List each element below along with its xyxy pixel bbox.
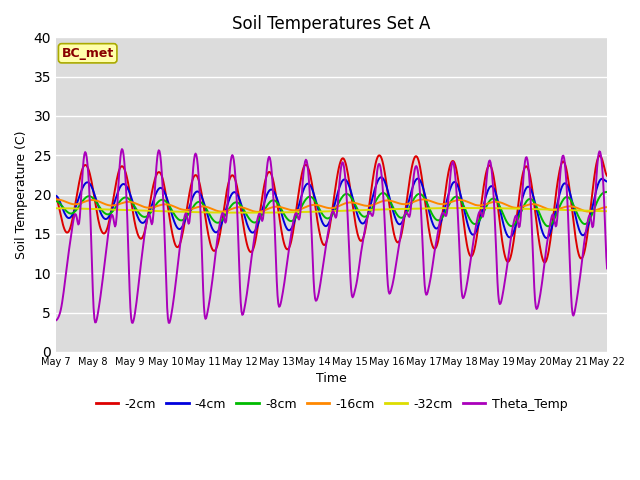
Line: -16cm: -16cm	[56, 199, 607, 212]
-16cm	[52, 196, 60, 202]
Theta_Temp	[52, 317, 60, 323]
-2cm	[175, 243, 182, 249]
-16cm	[399, 201, 407, 207]
Line: -8cm: -8cm	[56, 192, 607, 226]
Theta_Temp	[177, 240, 184, 246]
Theta_Temp	[120, 152, 127, 157]
-32cm	[415, 206, 423, 212]
-8cm	[52, 198, 60, 204]
Theta_Temp	[416, 192, 424, 197]
-4cm	[543, 235, 550, 241]
-2cm	[399, 222, 407, 228]
-2cm	[119, 164, 127, 169]
-32cm	[52, 205, 60, 211]
-4cm	[119, 181, 127, 187]
-2cm	[541, 260, 549, 265]
Legend: -2cm, -4cm, -8cm, -16cm, -32cm, Theta_Temp: -2cm, -4cm, -8cm, -16cm, -32cm, Theta_Te…	[91, 393, 572, 416]
Title: Soil Temperatures Set A: Soil Temperatures Set A	[232, 15, 431, 33]
-32cm	[204, 210, 212, 216]
-4cm	[52, 193, 60, 199]
Theta_Temp	[604, 265, 611, 271]
-2cm	[376, 153, 383, 158]
-32cm	[62, 205, 70, 211]
-8cm	[415, 191, 422, 197]
-4cm	[204, 213, 212, 219]
Line: -2cm: -2cm	[56, 156, 607, 263]
-8cm	[119, 196, 127, 202]
Line: -32cm: -32cm	[56, 208, 607, 213]
-32cm	[119, 207, 127, 213]
-32cm	[175, 209, 182, 215]
Theta_Temp	[205, 299, 213, 305]
Theta_Temp	[118, 146, 126, 152]
Y-axis label: Soil Temperature (C): Soil Temperature (C)	[15, 131, 28, 259]
-2cm	[62, 229, 70, 235]
-16cm	[119, 200, 127, 206]
-2cm	[604, 173, 611, 179]
-16cm	[175, 205, 182, 211]
-4cm	[399, 217, 407, 223]
-32cm	[236, 210, 243, 216]
-4cm	[377, 174, 385, 180]
-4cm	[62, 213, 70, 219]
-16cm	[62, 199, 70, 205]
Theta_Temp	[62, 271, 70, 276]
Line: Theta_Temp: Theta_Temp	[56, 149, 607, 323]
Theta_Temp	[129, 320, 136, 326]
-2cm	[415, 160, 423, 166]
Theta_Temp	[400, 214, 408, 220]
-8cm	[604, 189, 611, 195]
-4cm	[415, 177, 423, 182]
-32cm	[460, 205, 468, 211]
-8cm	[204, 209, 212, 215]
-8cm	[544, 223, 552, 229]
-32cm	[399, 206, 407, 212]
-8cm	[62, 208, 70, 214]
-32cm	[604, 208, 611, 214]
-2cm	[204, 229, 212, 235]
-2cm	[52, 195, 60, 201]
-16cm	[253, 209, 261, 215]
Line: -4cm: -4cm	[56, 177, 607, 238]
-4cm	[604, 179, 611, 184]
Text: BC_met: BC_met	[61, 47, 114, 60]
-16cm	[604, 204, 611, 210]
-4cm	[175, 226, 182, 232]
-8cm	[175, 216, 182, 222]
X-axis label: Time: Time	[316, 372, 347, 385]
-16cm	[415, 197, 423, 203]
-16cm	[204, 204, 212, 210]
-8cm	[399, 215, 406, 220]
